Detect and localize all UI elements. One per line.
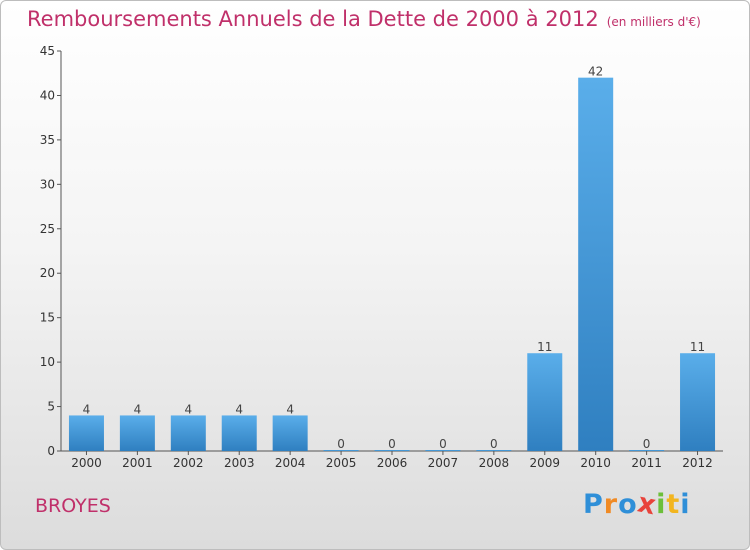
y-tick-label: 20 [40,266,55,280]
bar [170,415,206,451]
bar [374,450,410,451]
logo-letter: r [603,489,619,520]
x-tick-label: 2007 [428,456,459,470]
bar [221,415,257,451]
y-tick-label: 40 [40,88,55,102]
logo-letter: P [583,489,604,520]
bar [629,450,665,451]
bar-value-label: 0 [337,437,345,451]
y-tick-label: 45 [40,44,55,58]
x-tick-label: 2009 [529,456,560,470]
bar [323,450,359,451]
bar-value-label: 0 [490,437,498,451]
y-tick-label: 10 [40,355,55,369]
x-tick-label: 2000 [71,456,102,470]
bar [527,353,563,451]
bar-value-label: 4 [184,402,192,416]
chart-bars [68,77,716,452]
y-tick-label: 25 [40,222,55,236]
y-tick-label: 30 [40,177,55,191]
x-tick-label: 2002 [173,456,204,470]
logo-letter: o [618,489,638,520]
bar-value-label: 42 [588,65,603,79]
x-tick-label: 2006 [377,456,408,470]
logo-letter: i [680,489,691,520]
logo-letter: t [666,489,681,520]
bar [425,450,461,451]
bar [68,415,104,451]
bar-value-label: 4 [134,402,142,416]
bar-value-label: 11 [690,340,705,354]
x-tick-label: 2011 [631,456,662,470]
x-tick-label: 2010 [580,456,611,470]
chart-title-unit: (en milliers d'€) [606,15,701,29]
chart-labels: 2000420014200242003420044200502006020070… [71,65,713,470]
bar-value-label: 4 [235,402,243,416]
x-tick-label: 2003 [224,456,255,470]
bar-value-label: 0 [388,437,396,451]
chart-title: Remboursements Annuels de la Dette de 20… [27,7,701,31]
x-tick-label: 2001 [122,456,153,470]
x-tick-label: 2008 [479,456,510,470]
bar-value-label: 11 [537,340,552,354]
y-tick-label: 0 [47,444,55,458]
bar [578,77,614,452]
y-tick-label: 5 [47,400,55,414]
chart-title-main: Remboursements Annuels de la Dette de 20… [27,7,599,31]
proxiti-logo: Proxiti [583,487,691,521]
y-tick-label: 15 [40,311,55,325]
bar-value-label: 0 [439,437,447,451]
logo-letter: i [656,489,667,520]
bar-value-label: 0 [643,437,651,451]
x-tick-label: 2005 [326,456,357,470]
bar [476,450,512,451]
bar [119,415,155,451]
y-tick-label: 35 [40,133,55,147]
bar-value-label: 4 [83,402,91,416]
place-name: BROYES [35,495,111,517]
x-tick-label: 2004 [275,456,306,470]
bar [272,415,308,451]
bar-value-label: 4 [286,402,294,416]
x-tick-label: 2012 [682,456,713,470]
bar [680,353,716,451]
